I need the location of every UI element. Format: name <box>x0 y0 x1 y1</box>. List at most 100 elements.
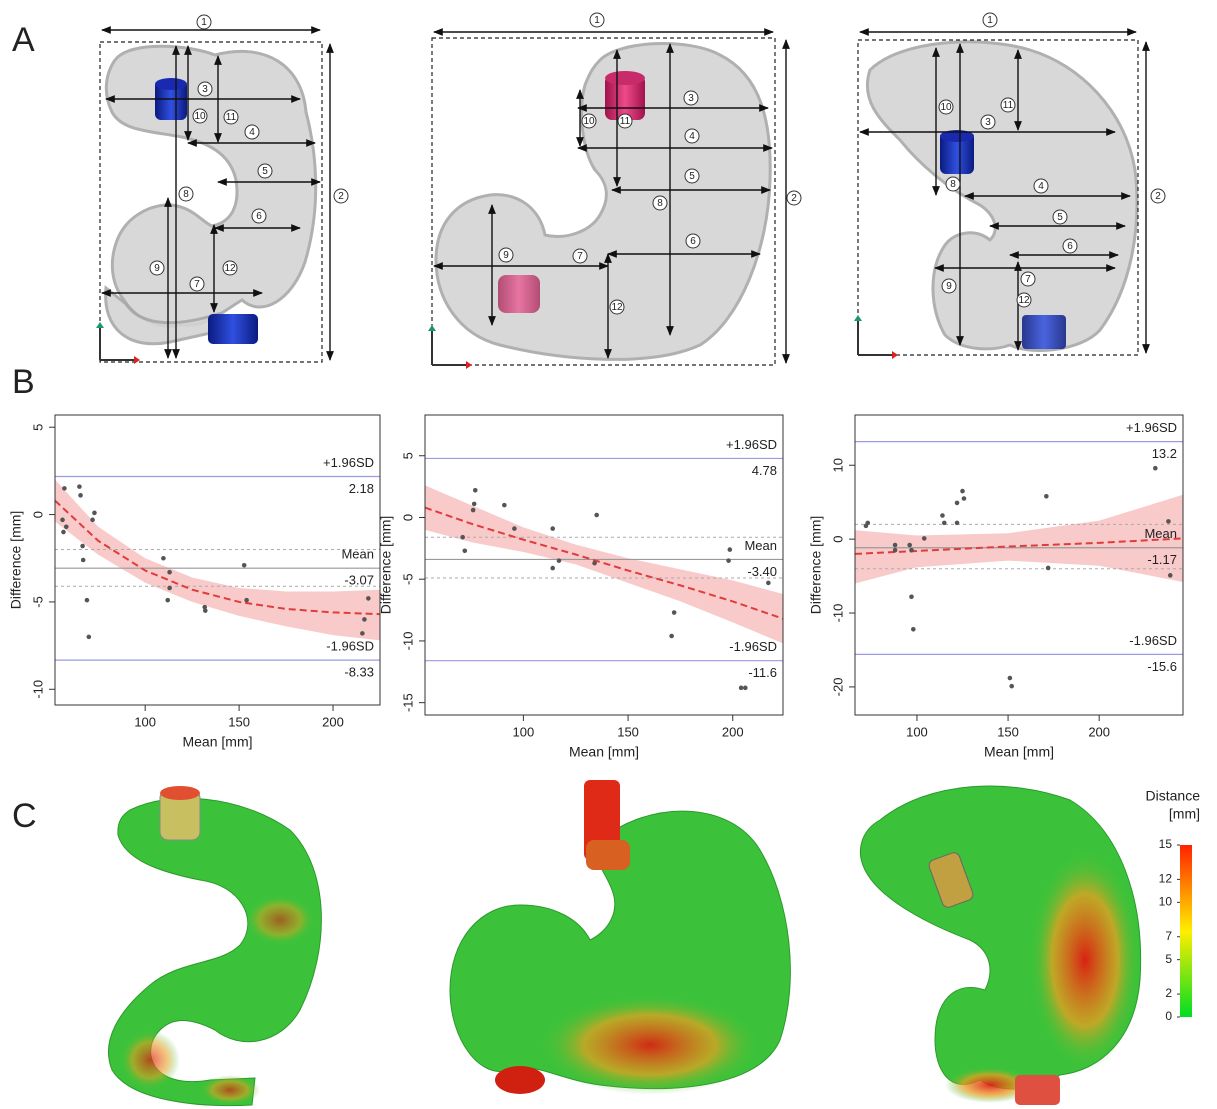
data-point <box>960 489 965 494</box>
dimension-number: 9 <box>154 263 160 274</box>
data-point <box>940 513 945 518</box>
reference-value: 13.2 <box>1152 446 1177 461</box>
y-tick-label: 10 <box>830 458 845 472</box>
data-point <box>78 493 83 498</box>
y-tick-label: 0 <box>830 536 845 543</box>
data-point <box>726 558 731 563</box>
y-tick-label: 5 <box>400 452 415 459</box>
data-point <box>743 686 748 691</box>
data-point <box>81 558 86 563</box>
reference-value: -11.6 <box>748 665 777 680</box>
data-point <box>203 608 208 613</box>
dimension-number: 3 <box>985 117 991 128</box>
stomach-model <box>428 32 786 369</box>
dimension-number: 11 <box>1003 100 1014 111</box>
colorbar-tick-label: 2 <box>1165 986 1172 1000</box>
x-tick-label: 150 <box>228 714 250 729</box>
data-point <box>592 561 597 566</box>
data-point <box>473 488 478 493</box>
data-point <box>62 486 67 491</box>
data-point <box>472 502 477 507</box>
reference-name: -1.96SD <box>729 639 777 654</box>
y-axis-label: Difference [mm] <box>8 511 24 610</box>
x-tick-label: 200 <box>322 714 344 729</box>
data-point <box>942 521 947 526</box>
data-point <box>90 518 95 523</box>
data-point <box>80 544 85 549</box>
data-point <box>85 598 90 603</box>
data-point <box>167 570 172 575</box>
reference-name: Mean <box>744 538 777 553</box>
data-point <box>362 617 367 622</box>
y-tick-label: -10 <box>400 632 415 651</box>
data-point <box>366 596 371 601</box>
reference-value: -8.33 <box>344 665 374 680</box>
confidence-band <box>55 480 380 641</box>
dimension-number: 2 <box>1155 191 1161 202</box>
data-point <box>893 543 898 548</box>
data-point <box>766 581 771 586</box>
x-axis-label: Mean [mm] <box>569 744 639 760</box>
data-point <box>955 501 960 506</box>
data-point <box>77 484 82 489</box>
dimension-number: 4 <box>249 127 255 138</box>
stomach-model <box>854 32 1146 359</box>
x-tick-label: 200 <box>1088 724 1110 739</box>
data-point <box>911 627 916 632</box>
data-point <box>922 536 927 541</box>
colorbar-unit: [mm] <box>1169 806 1200 822</box>
reference-name: -1.96SD <box>1129 633 1177 648</box>
data-point <box>550 566 555 571</box>
data-point <box>460 535 465 540</box>
colorbar-tick-label: 0 <box>1165 1009 1172 1023</box>
dimension-number: 8 <box>950 179 956 190</box>
data-point <box>61 530 66 535</box>
dimension-number: 11 <box>226 112 237 123</box>
data-point <box>594 513 599 518</box>
reference-value: -3.07 <box>344 573 374 588</box>
data-point <box>1046 566 1051 571</box>
reference-value: 4.78 <box>752 463 777 478</box>
stomach-model <box>96 30 330 364</box>
reference-value: -3.40 <box>747 564 777 579</box>
colorbar-tick-label: 5 <box>1165 952 1172 966</box>
reference-value: -15.6 <box>1147 659 1177 674</box>
data-point <box>471 508 476 513</box>
data-point <box>907 543 912 548</box>
reference-value: -1.17 <box>1147 552 1177 567</box>
dimension-number: 6 <box>690 236 696 247</box>
bland-altman-plot: +1.96SD13.2Mean-1.17-1.96SD-15.610015020… <box>808 415 1183 760</box>
reference-name: +1.96SD <box>1126 420 1177 435</box>
y-tick-label: -20 <box>830 678 845 697</box>
dimension-number: 5 <box>689 171 695 182</box>
data-point <box>244 598 249 603</box>
panel-label: A <box>12 21 35 59</box>
x-tick-label: 100 <box>906 724 928 739</box>
reference-name: +1.96SD <box>323 455 374 470</box>
dimension-number: 1 <box>594 15 600 26</box>
data-point <box>550 526 555 531</box>
dimension-number: 8 <box>183 189 189 200</box>
y-tick-label: -5 <box>400 573 415 585</box>
figure: A B C <box>0 0 1217 1109</box>
data-point <box>1044 494 1049 499</box>
dimension-number: 7 <box>1025 274 1031 285</box>
y-tick-label: -10 <box>30 680 45 699</box>
data-point <box>92 511 97 516</box>
data-point <box>64 525 69 530</box>
data-point <box>360 631 365 636</box>
dimension-number: 12 <box>1018 295 1030 306</box>
data-point <box>909 594 914 599</box>
reference-name: Mean <box>1144 526 1177 541</box>
reference-name: +1.96SD <box>726 437 777 452</box>
data-point <box>669 634 674 639</box>
colorbar-title: Distance <box>1146 788 1201 804</box>
data-point <box>462 549 467 554</box>
data-point <box>1009 684 1014 689</box>
colorbar-tick-label: 15 <box>1159 837 1173 851</box>
data-point <box>864 524 869 529</box>
panel-label: B <box>12 363 35 401</box>
dimension-number: 7 <box>194 279 200 290</box>
dimension-number: 3 <box>688 93 694 104</box>
